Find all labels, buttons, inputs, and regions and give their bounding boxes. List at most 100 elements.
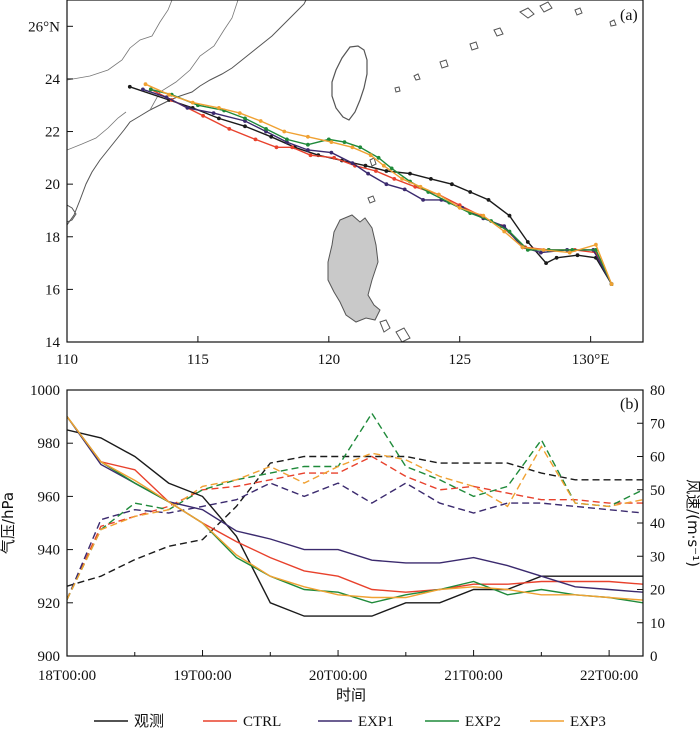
track-point-exp1 xyxy=(539,250,543,255)
track-point-obs xyxy=(363,163,368,168)
track-point-exp1 xyxy=(402,187,407,192)
track-point-exp2 xyxy=(306,142,310,147)
map-y-tick-label: 20 xyxy=(45,177,60,193)
map-y-tick-label: 18 xyxy=(45,230,60,246)
svg-text:CTRL: CTRL xyxy=(243,714,281,730)
x-axis-title: 时间 xyxy=(336,686,366,704)
island-outline xyxy=(67,204,77,223)
y-right-tick-label: 50 xyxy=(650,483,665,499)
wind-line-exp1 xyxy=(67,482,643,600)
y-right-tick-label: 20 xyxy=(650,583,665,599)
province-border xyxy=(149,0,239,111)
map-y-tick-label: 14 xyxy=(45,335,61,351)
wind-line-ctrl xyxy=(67,455,643,600)
track-point-exp3 xyxy=(143,82,148,87)
track-point-obs xyxy=(217,116,221,121)
legend: 观测 CTRL EXP1 EXP2 EXP3 xyxy=(94,713,606,730)
track-point-obs xyxy=(468,190,473,194)
track-point-ctrl xyxy=(332,155,336,160)
track-point-exp3 xyxy=(481,213,486,218)
track-point-exp3 xyxy=(457,205,462,210)
map-y-tick-label: 22 xyxy=(45,125,60,141)
track-point-exp2 xyxy=(264,126,268,131)
map-axes: 110 115 120 125 130°E 14 16 18 20 22 24 26°N xyxy=(28,19,609,368)
track-point-ctrl xyxy=(227,126,232,131)
track-line-exp2 xyxy=(150,88,613,285)
track-point-exp3 xyxy=(400,177,404,181)
map-y-tick-label: 26°N xyxy=(28,19,60,35)
panel-a-label: (a) xyxy=(620,7,638,24)
x-tick-label: 22T00:00 xyxy=(580,668,638,684)
y-left-tick-label: 920 xyxy=(38,596,61,612)
y-right-tick-label: 0 xyxy=(650,649,658,665)
map-x-tick-label: 120 xyxy=(318,352,341,368)
china-coastline xyxy=(67,0,307,226)
track-point-exp3 xyxy=(520,245,525,250)
svg-text:EXP2: EXP2 xyxy=(465,714,501,730)
svg-text:EXP3: EXP3 xyxy=(570,714,606,730)
track-point-exp2 xyxy=(326,137,331,142)
track-point-exp2 xyxy=(148,87,153,92)
x-tick-label: 19T00:00 xyxy=(173,668,231,684)
track-point-exp2 xyxy=(243,116,247,121)
track-point-exp3 xyxy=(237,111,242,115)
map-y-tick-label: 24 xyxy=(45,72,61,88)
x-tick-label: 21T00:00 xyxy=(444,668,502,684)
track-point-obs xyxy=(544,261,548,265)
y-left-tick-label: 980 xyxy=(38,436,61,452)
track-point-obs xyxy=(408,171,412,176)
track-point-exp1 xyxy=(164,95,169,100)
track-point-obs xyxy=(554,255,559,260)
svg-text:EXP1: EXP1 xyxy=(358,714,394,730)
luzon-island xyxy=(327,214,381,323)
track-point-exp1 xyxy=(306,148,310,152)
track-point-exp1 xyxy=(243,119,247,123)
legend-item-exp1: EXP1 xyxy=(318,714,394,730)
map-x-tick-label: 125 xyxy=(448,352,471,368)
small-islands xyxy=(367,1,617,342)
pressure-line-ctrl xyxy=(67,416,643,593)
track-point-exp1 xyxy=(350,161,355,166)
wind-line-exp3 xyxy=(67,445,643,600)
track-point-obs xyxy=(507,213,512,218)
track-point-exp1 xyxy=(329,150,334,155)
track-point-exp3 xyxy=(217,106,221,110)
y-right-tick-label: 70 xyxy=(650,416,665,432)
track-point-exp3 xyxy=(329,140,334,145)
track-point-obs xyxy=(450,182,454,187)
track-point-exp1 xyxy=(285,140,289,145)
track-point-exp3 xyxy=(502,229,507,234)
track-point-obs xyxy=(127,84,132,89)
track-point-exp1 xyxy=(421,198,425,202)
track-point-ctrl xyxy=(253,137,258,142)
track-point-exp3 xyxy=(306,134,310,139)
track-point-exp3 xyxy=(594,242,598,247)
track-point-obs xyxy=(429,177,433,181)
track-point-exp3 xyxy=(167,92,172,97)
map-y-tick-label: 16 xyxy=(45,282,61,298)
y-left-tick-label: 1000 xyxy=(30,383,60,399)
track-point-exp3 xyxy=(436,192,441,197)
x-tick-label: 20T00:00 xyxy=(309,668,367,684)
pressure-line-exp3 xyxy=(67,416,643,601)
track-point-exp2 xyxy=(389,166,394,171)
panel-b-label: (b) xyxy=(620,396,639,413)
y-right-tick-label: 10 xyxy=(650,616,665,632)
track-point-exp2 xyxy=(507,229,512,234)
y-left-tick-label: 960 xyxy=(38,489,61,505)
track-point-exp3 xyxy=(368,153,373,158)
map-frame xyxy=(66,0,644,343)
track-point-exp3 xyxy=(381,163,386,168)
track-point-exp3 xyxy=(258,119,263,123)
y-left-tick-label: 940 xyxy=(38,543,61,559)
track-point-exp3 xyxy=(282,129,287,134)
legend-item-obs: 观测 xyxy=(94,713,164,730)
intensity-panel: 18T00:00 19T00:00 20T00:00 21T00:00 22T00:00… xyxy=(0,383,700,704)
track-point-exp3 xyxy=(609,282,614,286)
map-x-tick-label: 115 xyxy=(187,352,209,368)
track-point-obs xyxy=(269,134,274,139)
track-point-ctrl xyxy=(413,184,418,189)
track-point-exp1 xyxy=(366,171,370,176)
track-point-exp1 xyxy=(185,106,190,110)
wind-line-exp2 xyxy=(67,411,643,600)
